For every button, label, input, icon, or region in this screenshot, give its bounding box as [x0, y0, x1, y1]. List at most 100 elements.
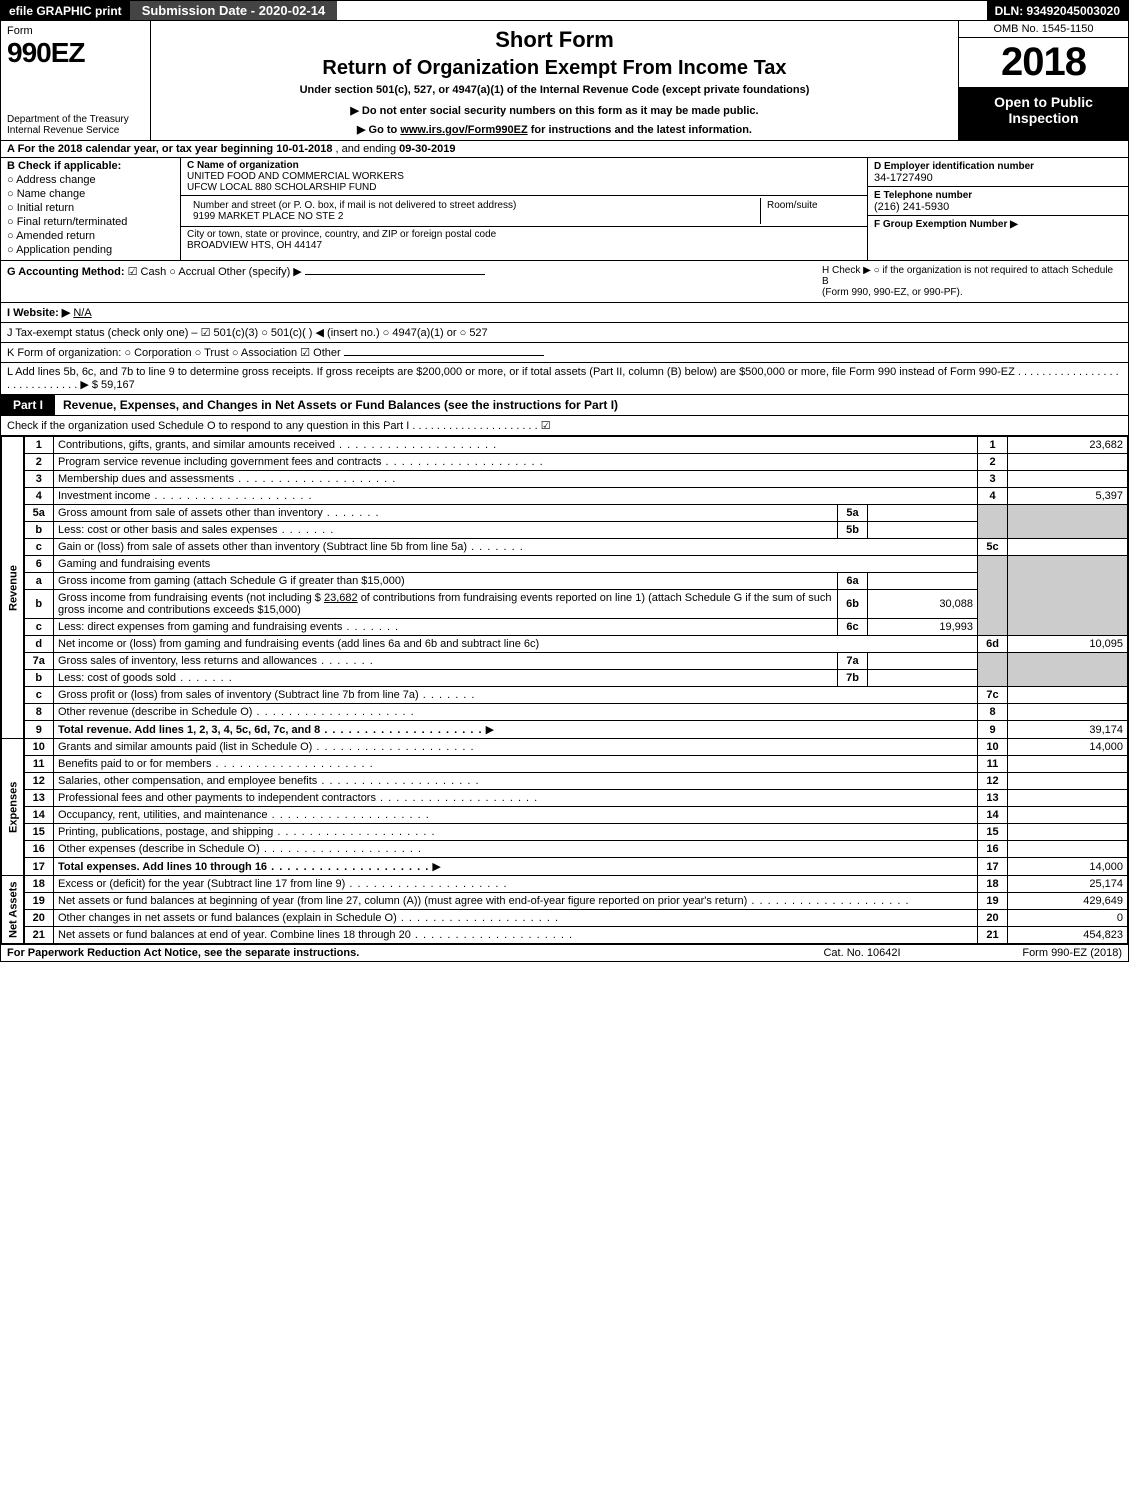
line-6b-desc: Gross income from fundraising events (no… [54, 590, 838, 619]
line-5b-desc: Less: cost or other basis and sales expe… [54, 522, 838, 539]
paperwork-notice: For Paperwork Reduction Act Notice, see … [7, 947, 762, 959]
line-10-numr: 10 [978, 739, 1008, 756]
i-website-value: N/A [73, 307, 473, 319]
line-5b-subval [868, 522, 978, 539]
i-label: I Website: ▶ [7, 307, 70, 319]
line-13-amt [1008, 790, 1128, 807]
line-16-numr: 16 [978, 841, 1008, 858]
expenses-side-label: Expenses [2, 739, 24, 876]
line-5a-num: 5a [24, 505, 54, 522]
irs-label: Internal Revenue Service [7, 125, 144, 136]
line-1-num: 1 [24, 437, 54, 454]
g-other[interactable]: Other (specify) ▶ [218, 266, 302, 278]
part-i-header: Part I Revenue, Expenses, and Changes in… [1, 395, 1128, 416]
line-14-amt [1008, 807, 1128, 824]
k-other-blank[interactable] [344, 355, 544, 356]
row-a-mid: , and ending [336, 143, 400, 155]
line-15-desc: Printing, publications, postage, and shi… [54, 824, 978, 841]
line-11-numr: 11 [978, 756, 1008, 773]
g-accrual[interactable]: Accrual [169, 266, 215, 278]
chk-initial-return[interactable]: Initial return [7, 202, 174, 214]
line-2-amt [1008, 454, 1128, 471]
form-990ez-page: efile GRAPHIC print Submission Date - 20… [0, 0, 1129, 962]
line-6a-desc: Gross income from gaming (attach Schedul… [54, 573, 838, 590]
g-other-blank[interactable] [305, 274, 485, 275]
irs-link[interactable]: www.irs.gov/Form990EZ [400, 124, 527, 136]
goto-instructions: ▶ Go to www.irs.gov/Form990EZ for instru… [159, 123, 950, 136]
line-8-num: 8 [24, 704, 54, 721]
line-17-numr: 17 [978, 858, 1008, 876]
line-8-numr: 8 [978, 704, 1008, 721]
line-6b-pre: Gross income from fundraising events (no… [58, 592, 324, 604]
dln-number: DLN: 93492045003020 [987, 1, 1128, 20]
line-5a-desc: Gross amount from sale of assets other t… [54, 505, 838, 522]
k-text: K Form of organization: ○ Corporation ○ … [7, 347, 341, 359]
line-7b-desc: Less: cost of goods sold [54, 670, 838, 687]
line-16-desc: Other expenses (describe in Schedule O) [54, 841, 978, 858]
line-21-desc: Net assets or fund balances at end of ye… [54, 927, 978, 944]
section-c: C Name of organization UNITED FOOD AND C… [181, 158, 868, 260]
line-13-desc: Professional fees and other payments to … [54, 790, 978, 807]
row-a-prefix: A For the 2018 calendar year, or tax yea… [7, 143, 276, 155]
line-3-amt [1008, 471, 1128, 488]
line-7a-desc: Gross sales of inventory, less returns a… [54, 653, 838, 670]
line-1-amt: 23,682 [1008, 437, 1128, 454]
line-12-desc: Salaries, other compensation, and employ… [54, 773, 978, 790]
line-2-numr: 2 [978, 454, 1008, 471]
line-5c-num: c [24, 539, 54, 556]
org-name-1: UNITED FOOD AND COMMERCIAL WORKERS [187, 171, 404, 182]
line-9-numr: 9 [978, 721, 1008, 739]
chk-amended-return[interactable]: Amended return [7, 230, 174, 242]
line-12-num: 12 [24, 773, 54, 790]
part-i-check-line: Check if the organization used Schedule … [1, 416, 1128, 436]
line-6abc-shade [978, 556, 1008, 636]
part-i-title: Revenue, Expenses, and Changes in Net As… [55, 395, 1128, 415]
chk-application-pending[interactable]: Application pending [7, 244, 174, 256]
l-text: L Add lines 5b, 6c, and 7b to line 9 to … [7, 366, 1119, 391]
header-left: Form 990EZ Department of the Treasury In… [1, 21, 151, 140]
line-15-amt [1008, 824, 1128, 841]
line-6c-subval: 19,993 [868, 619, 978, 636]
under-section-text: Under section 501(c), 527, or 4947(a)(1)… [159, 84, 950, 96]
line-6d-desc: Net income or (loss) from gaming and fun… [54, 636, 978, 653]
form-number: 990EZ [7, 37, 144, 69]
omb-number: OMB No. 1545-1150 [959, 21, 1128, 38]
line-6b-sublabel: 6b [838, 590, 868, 619]
line-5c-amt [1008, 539, 1128, 556]
line-5a-sublabel: 5a [838, 505, 868, 522]
chk-final-return[interactable]: Final return/terminated [7, 216, 174, 228]
row-a-end: 09-30-2019 [399, 143, 455, 155]
line-3-num: 3 [24, 471, 54, 488]
line-17-desc: Total expenses. Add lines 10 through 16 … [54, 858, 978, 876]
line-6c-sublabel: 6c [838, 619, 868, 636]
line-17-amt: 14,000 [1008, 858, 1128, 876]
city-value: BROADVIEW HTS, OH 44147 [187, 240, 322, 251]
line-20-desc: Other changes in net assets or fund bala… [54, 910, 978, 927]
line-6a-num: a [24, 573, 54, 590]
h-text-2: (Form 990, 990-EZ, or 990-PF). [822, 287, 1122, 298]
efile-graphic-print[interactable]: efile GRAPHIC print [1, 1, 130, 20]
line-7b-subval [868, 670, 978, 687]
line-18-num: 18 [24, 876, 54, 893]
ein-value: 34-1727490 [874, 172, 933, 184]
line-7ab-shade [978, 653, 1008, 687]
g-cash[interactable]: Cash [128, 266, 167, 278]
line-6d-amt: 10,095 [1008, 636, 1128, 653]
chk-address-change[interactable]: Address change [7, 174, 174, 186]
chk-name-change[interactable]: Name change [7, 188, 174, 200]
tax-year: 2018 [959, 38, 1128, 88]
org-name-2: UFCW LOCAL 880 SCHOLARSHIP FUND [187, 182, 377, 193]
line-6-num: 6 [24, 556, 54, 573]
line-10-amt: 14,000 [1008, 739, 1128, 756]
row-gh: G Accounting Method: Cash Accrual Other … [1, 261, 1128, 303]
line-7c-amt [1008, 687, 1128, 704]
line-11-desc: Benefits paid to or for members [54, 756, 978, 773]
goto-prefix: ▶ Go to [357, 124, 400, 136]
line-7b-sublabel: 7b [838, 670, 868, 687]
line-3-desc: Membership dues and assessments [54, 471, 978, 488]
line-21-amt: 454,823 [1008, 927, 1128, 944]
line-10-num: 10 [24, 739, 54, 756]
line-21-numr: 21 [978, 927, 1008, 944]
line-13-numr: 13 [978, 790, 1008, 807]
line-11-amt [1008, 756, 1128, 773]
